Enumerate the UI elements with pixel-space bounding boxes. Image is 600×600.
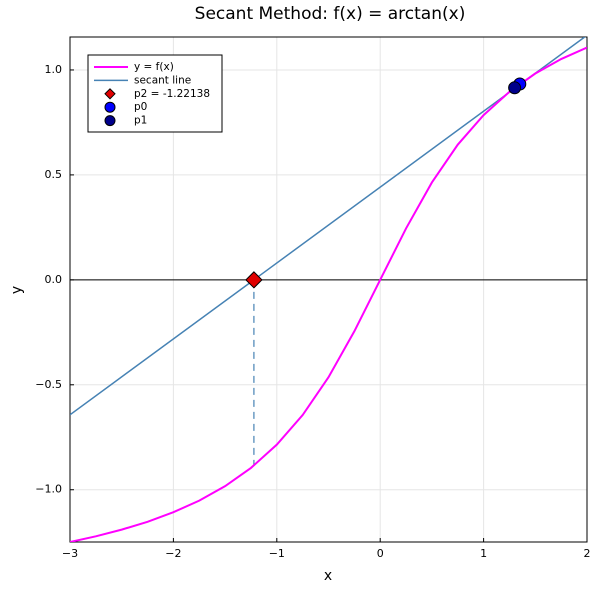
x-tick-label: 0 bbox=[377, 547, 384, 560]
y-tick-label: 1.0 bbox=[45, 63, 63, 76]
y-tick-label: −1.0 bbox=[35, 483, 62, 496]
y-tick-label: 0.0 bbox=[45, 273, 63, 286]
y-axis-label: y bbox=[9, 286, 25, 294]
legend-label: y = f(x) bbox=[134, 61, 174, 73]
x-tick-label: −2 bbox=[165, 547, 181, 560]
legend-swatch bbox=[104, 88, 116, 100]
series-line bbox=[70, 46, 587, 542]
y-tick-label: −0.5 bbox=[35, 378, 62, 391]
x-tick-label: −3 bbox=[62, 547, 78, 560]
legend-label: secant line bbox=[134, 74, 191, 86]
legend-swatch bbox=[104, 101, 116, 113]
x-tick-label: 2 bbox=[584, 547, 591, 560]
legend-label: p0 bbox=[134, 101, 147, 113]
chart-title: Secant Method: f(x) = arctan(x) bbox=[195, 4, 466, 24]
legend-label: p1 bbox=[134, 115, 147, 127]
x-tick-label: 1 bbox=[480, 547, 487, 560]
y-tick-label: 0.5 bbox=[45, 168, 63, 181]
plot-frame bbox=[69, 36, 588, 543]
x-axis-label: x bbox=[324, 568, 332, 584]
legend-swatch bbox=[104, 115, 116, 127]
x-tick-label: −1 bbox=[269, 547, 285, 560]
point-marker bbox=[245, 271, 263, 289]
legend-label: p2 = -1.22138 bbox=[134, 88, 210, 100]
point-marker bbox=[508, 81, 522, 95]
